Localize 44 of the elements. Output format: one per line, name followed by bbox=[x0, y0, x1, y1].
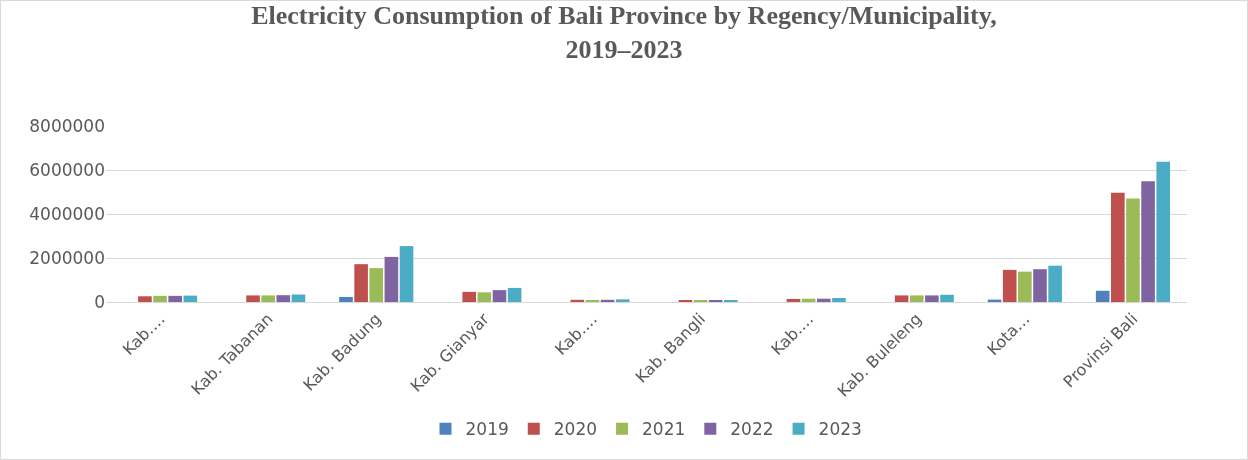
bar bbox=[276, 295, 291, 302]
bar bbox=[786, 298, 801, 302]
bar bbox=[1033, 269, 1047, 302]
bar bbox=[816, 298, 831, 302]
legend-label: 2022 bbox=[730, 419, 774, 440]
bar bbox=[492, 290, 507, 302]
bar bbox=[1156, 161, 1171, 302]
bar bbox=[153, 295, 167, 302]
bar bbox=[369, 268, 384, 302]
bar bbox=[832, 298, 846, 302]
y-tick-label: 6000000 bbox=[29, 159, 105, 180]
chart-title: Electricity Consumption of Bali Province by Regency/Municipality, 2019–2023 bbox=[251, 0, 997, 64]
bar bbox=[507, 287, 522, 302]
legend-label: 2020 bbox=[553, 419, 598, 440]
bar bbox=[1018, 271, 1032, 302]
bar bbox=[462, 291, 477, 302]
bar bbox=[1048, 265, 1062, 302]
legend-label: 2023 bbox=[818, 419, 862, 440]
bar bbox=[183, 295, 198, 302]
bar bbox=[940, 294, 954, 302]
bar bbox=[339, 296, 353, 302]
bar bbox=[399, 246, 414, 302]
bar bbox=[1126, 198, 1140, 302]
bar bbox=[1095, 290, 1110, 302]
bar bbox=[246, 295, 260, 302]
legend-label: 2021 bbox=[642, 419, 686, 440]
bar bbox=[168, 295, 182, 302]
y-tick-label: 8000000 bbox=[29, 115, 105, 136]
bar bbox=[477, 292, 492, 302]
bar bbox=[925, 295, 939, 302]
bar bbox=[354, 264, 368, 302]
y-tick-label: 0 bbox=[94, 291, 105, 312]
bar bbox=[615, 299, 630, 302]
bar bbox=[138, 296, 152, 302]
bar bbox=[909, 295, 924, 302]
bar bbox=[261, 295, 275, 302]
bar bbox=[1002, 269, 1017, 302]
bar bbox=[1141, 181, 1155, 302]
y-tick-label: 4000000 bbox=[29, 203, 105, 224]
bar bbox=[1111, 192, 1125, 302]
bar bbox=[384, 256, 399, 302]
legend-label: 2019 bbox=[465, 419, 509, 440]
bar bbox=[894, 295, 909, 302]
y-tick-label: 2000000 bbox=[29, 247, 105, 268]
